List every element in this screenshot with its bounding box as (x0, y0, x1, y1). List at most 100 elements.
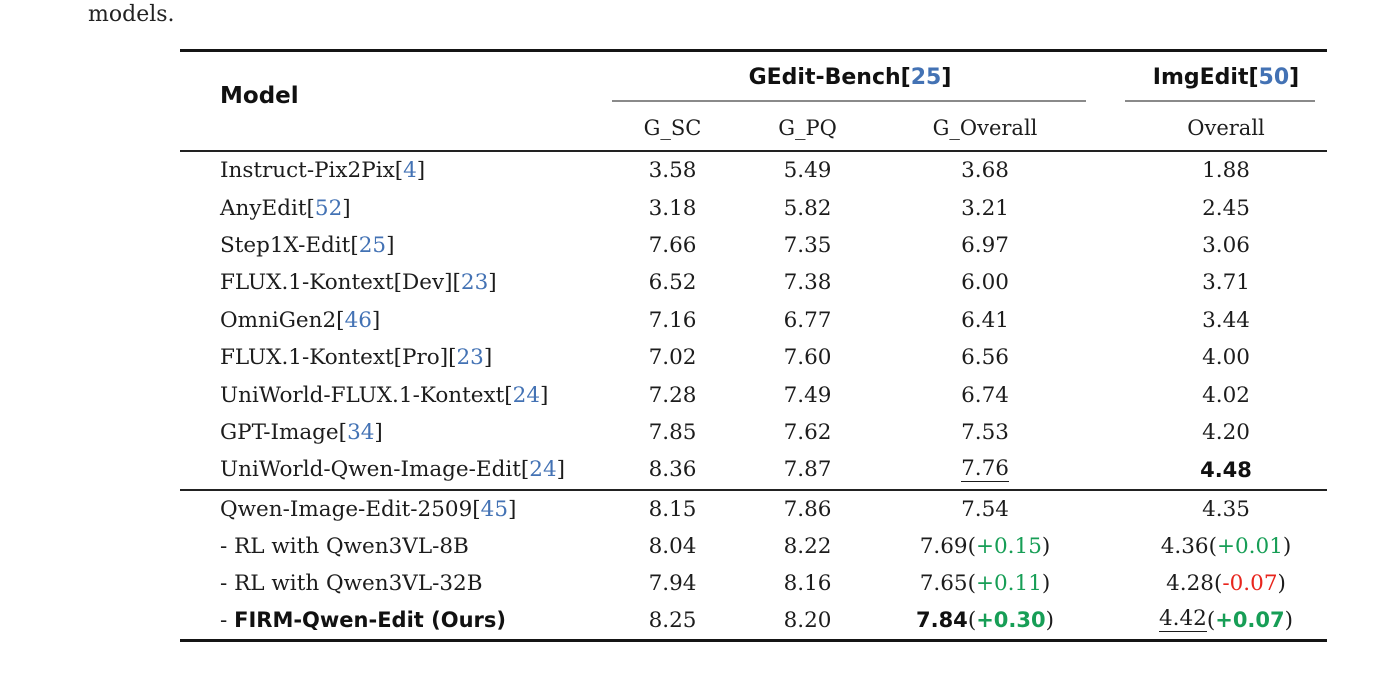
bracket: [ (338, 419, 348, 445)
value-cell: 7.28 (610, 376, 735, 413)
metric-value: 8.04 (648, 533, 697, 559)
bracket: ] (374, 419, 383, 445)
value-cell: 6.41 (880, 302, 1090, 339)
model-name: Step1X-Edit (220, 232, 351, 258)
value-cell: 7.65(+0.11) (880, 565, 1090, 602)
citation-link[interactable]: 46 (344, 307, 372, 333)
value-cell: 7.66 (610, 227, 735, 264)
value-cell: 8.22 (735, 528, 880, 565)
metric-value: 8.20 (783, 607, 832, 633)
bracket: ] (371, 307, 381, 333)
citation-link[interactable]: 25 (358, 232, 387, 258)
model-cell: OmniGen2[46] (180, 302, 610, 339)
model-cell: FLUX.1-Kontext[Pro][23] (180, 339, 610, 376)
group-underline-rule (612, 100, 1086, 102)
value-cell: 1.88 (1125, 152, 1327, 189)
table-row: FLUX.1-Kontext[Pro][23] 7.02 7.60 6.56 4.00 (180, 339, 1327, 376)
bracket: [ (1248, 64, 1259, 90)
bracket: [ (448, 345, 457, 371)
citation-link[interactable]: 24 (529, 457, 557, 483)
citation-link[interactable]: 4 (403, 158, 417, 184)
value-cell: 4.35 (1125, 491, 1327, 528)
table-row: - RL with Qwen3VL-32B 7.94 8.16 7.65(+0.11)… (180, 565, 1327, 602)
value-cell: 7.54 (880, 491, 1090, 528)
citation-link[interactable]: 23 (456, 345, 484, 371)
value-cell: 8.04 (610, 528, 735, 565)
metric-value: 7.86 (783, 496, 832, 522)
citation-link[interactable]: 45 (480, 496, 509, 522)
bracket: ] (1289, 64, 1300, 90)
paren: ( (1208, 533, 1217, 559)
paren: ) (1277, 570, 1286, 596)
value-cell: 3.18 (610, 189, 735, 226)
model-name: UniWorld-FLUX.1-Kontext (220, 382, 505, 408)
metric-value: 3.68 (961, 158, 1009, 184)
value-cell: 7.16 (610, 302, 735, 339)
group-header-label: ImgEdit[50] (1153, 65, 1299, 90)
paren: ( (967, 570, 976, 596)
paren: ( (1213, 570, 1223, 596)
metric-value: 7.28 (648, 382, 697, 408)
bracket: [ (394, 158, 404, 184)
metric-value: 7.69 (919, 533, 968, 559)
paren: ( (1206, 607, 1216, 633)
value-cell: 3.58 (610, 152, 735, 189)
citation-link[interactable]: 52 (314, 195, 343, 221)
caption-fragment: models. (88, 2, 175, 27)
bracket: [ (336, 307, 345, 333)
metric-value: 3.18 (648, 195, 697, 221)
bracket: ] (386, 232, 395, 258)
section-divider-rule (180, 488, 1327, 491)
column-header-overall: Overall (1187, 116, 1265, 140)
metric-value: 2.45 (1202, 195, 1250, 221)
value-cell: 7.02 (610, 339, 735, 376)
value-cell: 4.02 (1125, 376, 1327, 413)
model-name: RL with Qwen3VL-32B (234, 570, 483, 596)
metric-value: 7.84 (915, 608, 968, 633)
metric-value: 7.66 (648, 232, 697, 258)
metric-value: 7.87 (783, 457, 832, 483)
value-cell: 4.36(+0.01) (1125, 528, 1327, 565)
value-cell: 5.82 (735, 189, 880, 226)
citation-link[interactable]: 23 (460, 270, 489, 296)
value-cell: 3.68 (880, 152, 1090, 189)
bracket: ] (540, 382, 549, 408)
metric-value: 7.53 (961, 419, 1009, 445)
model-cell: - FIRM-Qwen-Edit (Ours) (180, 602, 610, 639)
metric-value: 4.00 (1202, 345, 1250, 371)
bracket: [ (306, 195, 315, 221)
paren: ) (1041, 533, 1051, 559)
value-cell: 4.48 (1125, 451, 1327, 488)
group-name: GEdit-Bench (748, 64, 901, 90)
bracket: ] (941, 64, 952, 90)
value-cell: 6.00 (880, 264, 1090, 301)
value-cell: 6.52 (610, 264, 735, 301)
metric-value: 3.06 (1202, 232, 1250, 258)
metric-value: 4.36 (1160, 533, 1209, 559)
bracket: ] (483, 345, 493, 371)
value-cell: 6.97 (880, 227, 1090, 264)
table-body-baselines: Instruct-Pix2Pix[4] 3.58 5.49 3.68 1.88 AnyEd… (180, 152, 1327, 489)
metric-value: 8.25 (648, 607, 697, 633)
metric-value: 6.97 (961, 232, 1009, 258)
column-header-g-sc: G_SC (643, 116, 702, 140)
value-cell: 7.53 (880, 414, 1090, 451)
citation-link[interactable]: 24 (512, 382, 540, 408)
model-cell: FLUX.1-Kontext[Dev][23] (180, 264, 610, 301)
citation-link[interactable]: 50 (1258, 64, 1290, 90)
metric-value: 6.41 (961, 307, 1009, 333)
citation-link[interactable]: 34 (347, 419, 375, 445)
value-cell: 7.62 (735, 414, 880, 451)
model-cell: Instruct-Pix2Pix[4] (180, 152, 610, 189)
metric-value: 4.20 (1202, 419, 1250, 445)
citation-link[interactable]: 25 (910, 64, 942, 90)
model-cell: Qwen-Image-Edit-2509[45] (180, 491, 610, 528)
column-header-g-pq: G_PQ (778, 116, 837, 140)
value-cell: 6.56 (880, 339, 1090, 376)
group-name: ImgEdit (1152, 64, 1249, 90)
metric-value: 3.71 (1202, 270, 1250, 296)
model-prefix: - (220, 570, 235, 596)
bracket: ] (342, 195, 351, 221)
delta-value: +0.11 (975, 570, 1042, 596)
table-row: - FIRM-Qwen-Edit (Ours) 8.25 8.20 7.84(+0.3… (180, 602, 1327, 639)
